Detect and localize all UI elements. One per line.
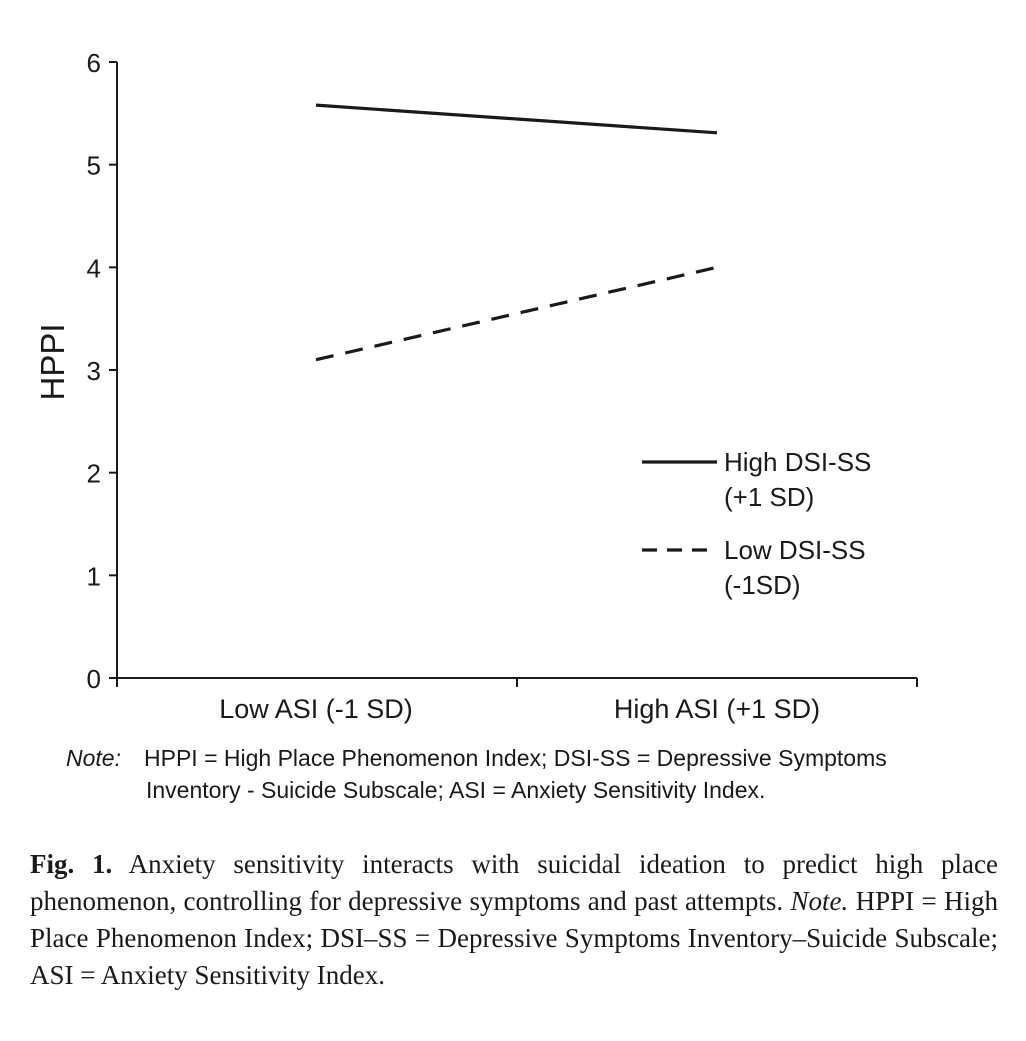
note-line-2: Inventory - Suicide Subscale; ASI = Anxi… [146,777,766,803]
note-line-1: HPPI = High Place Phenomenon Index; DSI-… [144,745,887,771]
legend: High DSI-SS (+1 SD) Low DSI-SS (-1SD) [642,447,871,600]
y-tick-label: 6 [87,48,101,78]
x-tick-label: High ASI (+1 SD) [614,694,820,724]
series-line-low-dsi-ss [315,265,718,362]
x-tick-label: Low ASI (-1 SD) [219,694,413,724]
figure-note: Note: HPPI = High Place Phenomenon Index;… [66,742,996,806]
y-tick-label: 3 [87,356,101,386]
y-ticks: 0 1 2 3 4 5 6 [87,48,117,694]
legend-label-sub: (-1SD) [724,570,801,600]
legend-label: Low DSI-SS [724,535,866,565]
series-lines [315,103,718,362]
y-tick-label: 4 [87,253,101,283]
caption-note-label: Note. [790,886,849,916]
caption-note-text: HPPI = High Place Phenomenon Index; DSI–… [30,886,999,990]
caption-text: Anxiety sensitivity interacts with suici… [30,849,998,916]
note-label: Note: [66,745,121,771]
x-ticks: Low ASI (-1 SD) High ASI (+1 SD) [116,678,918,724]
y-tick-label: 0 [87,664,101,694]
y-tick-label: 5 [87,151,101,181]
caption-fig-label: Fig. 1. [30,849,113,879]
y-axis-label: HPPI [34,323,71,400]
legend-label-sub: (+1 SD) [724,482,814,512]
series-line-high-dsi-ss [315,103,718,135]
figure-caption: Fig. 1. Anxiety sensitivity interacts wi… [30,846,998,994]
y-tick-label: 1 [87,561,101,591]
legend-label: High DSI-SS [724,447,871,477]
y-tick-label: 2 [87,459,101,489]
